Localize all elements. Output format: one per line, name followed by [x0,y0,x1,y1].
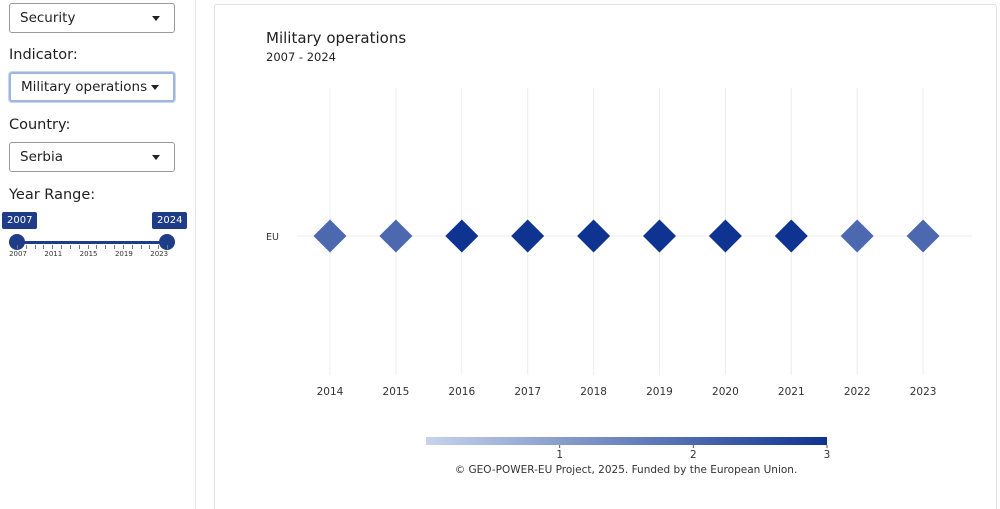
slider-tick [131,245,133,249]
slider-tick-label: 2015 [79,250,98,258]
y-tick-label: EU [266,232,279,243]
slider-tick [105,245,107,249]
slider-tick-label: 2019 [114,250,133,258]
data-point-diamond [708,219,742,253]
slider-track[interactable] [17,241,167,244]
x-tick-label: 2019 [646,386,673,398]
sidebar: Security Indicator: Military operations … [0,0,196,509]
indicator-select[interactable]: Military operations [9,72,175,102]
colorbar-tick-label: 1 [556,449,563,461]
indicator-select-value: Military operations [21,79,148,95]
category-select[interactable]: Security [9,3,175,33]
x-tick-label: 2017 [514,386,541,398]
data-point-diamond [445,219,479,253]
data-point-diamond [577,219,611,253]
slider-tick [17,245,18,249]
data-point-diamond [379,219,413,253]
slider-tick [167,245,168,249]
slider-tick [34,245,36,249]
data-point-diamond [313,219,347,253]
chart-title: Military operations [266,29,407,47]
slider-handle-to[interactable] [159,234,175,250]
slider-tick [96,245,98,249]
x-tick-label: 2021 [778,386,805,398]
colorbar-tick-label: 3 [824,449,831,461]
year-from-badge: 2007 [2,212,38,229]
slider-tick [140,245,142,249]
chevron-down-icon [152,15,160,21]
colorbar-tick-label: 2 [690,449,697,461]
category-select-value: Security [20,10,76,26]
indicator-label: Indicator: [9,47,78,63]
chevron-down-icon [152,154,160,160]
slider-tick [122,245,124,249]
data-point-diamond [511,219,545,253]
x-tick-label: 2023 [910,386,937,398]
chevron-down-icon [151,84,159,90]
slider-tick [25,245,27,249]
country-label: Country: [9,117,71,133]
colorbar [426,437,827,445]
country-select-value: Serbia [20,149,64,165]
slider-tick [43,245,45,249]
data-point-diamond [840,219,874,253]
slider-tick-label: 2011 [44,250,63,258]
chart-panel [214,4,997,509]
data-point-diamond [774,219,808,253]
x-tick-label: 2015 [383,386,410,398]
slider-handle-from[interactable] [9,234,25,250]
slider-tick-label: 2023 [150,250,169,258]
slider-tick [52,245,54,249]
data-point-diamond [643,219,676,253]
year-range-label: Year Range: [9,187,96,203]
year-range-slider[interactable]: 2007 2024 2007 2011 2015 2019 2023 [0,212,196,262]
slider-tick [158,245,160,249]
x-tick-label: 2018 [580,386,607,398]
slider-tick [69,245,71,249]
x-tick-label: 2014 [317,386,344,398]
country-select[interactable]: Serbia [9,142,175,172]
slider-tick [61,245,63,249]
x-tick-label: 2020 [712,386,739,398]
slider-tick [114,245,116,249]
x-tick-label: 2016 [448,386,475,398]
chart-subtitle: 2007 - 2024 [266,50,336,64]
footer-credit: © GEO-POWER-EU Project, 2025. Funded by … [454,464,798,476]
slider-tick [78,245,80,249]
year-to-badge: 2024 [152,212,188,229]
slider-tick [149,245,151,249]
slider-tick [87,245,89,249]
data-point-diamond [906,219,940,253]
slider-tick-label: 2007 [9,250,27,258]
x-tick-label: 2022 [844,386,871,398]
